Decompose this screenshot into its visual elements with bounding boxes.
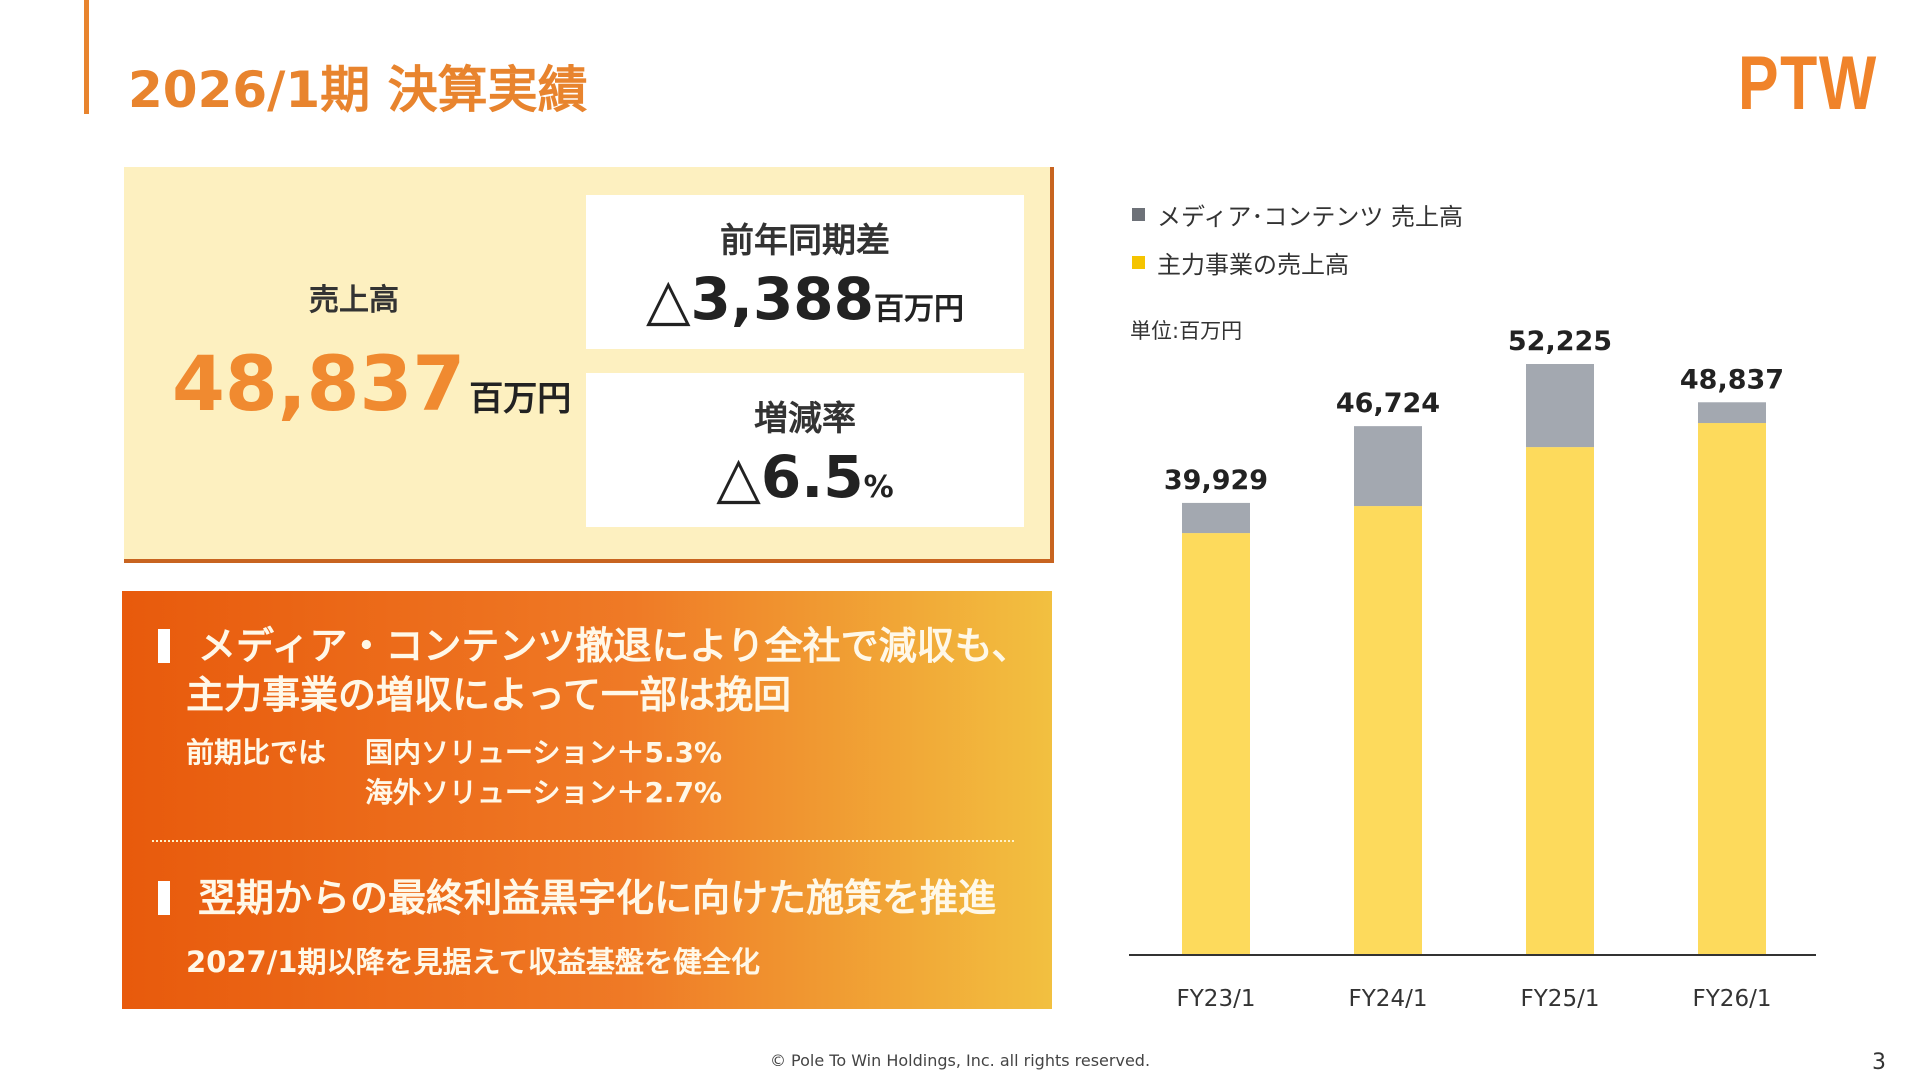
- point1-line2: 主力事業の増収によって一部は挽回: [186, 673, 791, 717]
- bar-total-label: 46,724: [1336, 388, 1440, 419]
- bullet-marker: [158, 629, 170, 663]
- yoy-diff-number: △3,388: [645, 265, 875, 333]
- bar-segment-core-FY26/1: [1698, 423, 1766, 955]
- title-accent-bar: [84, 0, 89, 114]
- dotted-divider: [152, 840, 1014, 842]
- chart-legend: メディア･コンテンツ 売上高 主力事業の売上高: [1132, 190, 1463, 286]
- legend-label: メディア･コンテンツ 売上高: [1157, 202, 1463, 231]
- yoy-diff-card: 前年同期差 △3,388百万円: [586, 195, 1024, 349]
- yoy-diff-unit: 百万円: [874, 292, 965, 327]
- overseas-growth: 海外ソリューション＋2.7%: [365, 776, 723, 809]
- sales-unit: 百万円: [469, 379, 572, 419]
- change-rate-card: 増減率 △6.5%: [586, 373, 1024, 527]
- change-rate-value: △6.5%: [586, 443, 1024, 511]
- legend-swatch: [1132, 207, 1145, 221]
- bullet-marker: [158, 881, 170, 915]
- bar-segment-core-FY25/1: [1526, 447, 1594, 954]
- bar-total-label: 48,837: [1680, 364, 1784, 395]
- point2-heading: 翌期からの最終利益黒字化に向けた施策を推進: [158, 873, 996, 923]
- bar-segment-media-FY25/1: [1526, 364, 1594, 448]
- page-number: 3: [1872, 1050, 1886, 1075]
- comparison-label: 前期比では: [186, 736, 327, 769]
- point1-line1: メディア・コンテンツ撤退により全社で減収も、: [198, 624, 1030, 668]
- unit-label: 単位:百万円: [1130, 319, 1243, 343]
- change-rate-number: △6.5: [716, 443, 864, 511]
- sales-summary-panel: 売上高 48,837 百万円 前年同期差 △3,388百万円 増減率 △6.5%: [124, 167, 1054, 563]
- point1-heading: メディア・コンテンツ撤退により全社で減収も、: [158, 621, 1029, 671]
- change-rate-unit: %: [863, 470, 894, 505]
- yoy-diff-label: 前年同期差: [720, 221, 890, 261]
- legend-swatch: [1132, 255, 1145, 269]
- bar-total-label: 52,225: [1508, 326, 1612, 357]
- copyright: © Pole To Win Holdings, Inc. all rights …: [769, 1051, 1151, 1070]
- highlights-panel: メディア・コンテンツ撤退により全社で減収も、 主力事業の増収によって一部は挽回 …: [122, 591, 1052, 1009]
- bar-total-label: 39,929: [1164, 465, 1268, 496]
- sales-label: 売上高: [309, 283, 399, 318]
- page-title: 2026/1期 決算実績: [128, 61, 588, 119]
- sales-number: 48,837: [172, 339, 466, 428]
- sales-value: 48,837 百万円: [172, 339, 571, 428]
- x-tick-label: FY23/1: [1177, 986, 1256, 1012]
- ptw-logo: PTW: [1738, 41, 1878, 126]
- change-rate-label: 増減率: [754, 399, 856, 439]
- x-tick-label: FY24/1: [1349, 986, 1428, 1012]
- bar-segment-core-FY23/1: [1182, 533, 1250, 954]
- yoy-diff-value: △3,388百万円: [586, 265, 1024, 333]
- point2-text: 翌期からの最終利益黒字化に向けた施策を推進: [198, 876, 997, 920]
- bar-segment-media-FY24/1: [1354, 426, 1422, 507]
- bar-segment-media-FY23/1: [1182, 502, 1250, 534]
- legend-item-core: 主力事業の売上高: [1132, 238, 1463, 286]
- x-tick-label: FY25/1: [1521, 986, 1600, 1012]
- bar-segment-media-FY26/1: [1698, 402, 1766, 424]
- domestic-growth: 国内ソリューション＋5.3%: [365, 736, 723, 769]
- bar-segment-core-FY24/1: [1354, 506, 1422, 954]
- legend-label: 主力事業の売上高: [1157, 250, 1349, 279]
- legend-item-media: メディア･コンテンツ 売上高: [1132, 190, 1463, 238]
- x-tick-label: FY26/1: [1693, 986, 1772, 1012]
- point2-sub: 2027/1期以降を見据えて収益基盤を健全化: [186, 945, 761, 979]
